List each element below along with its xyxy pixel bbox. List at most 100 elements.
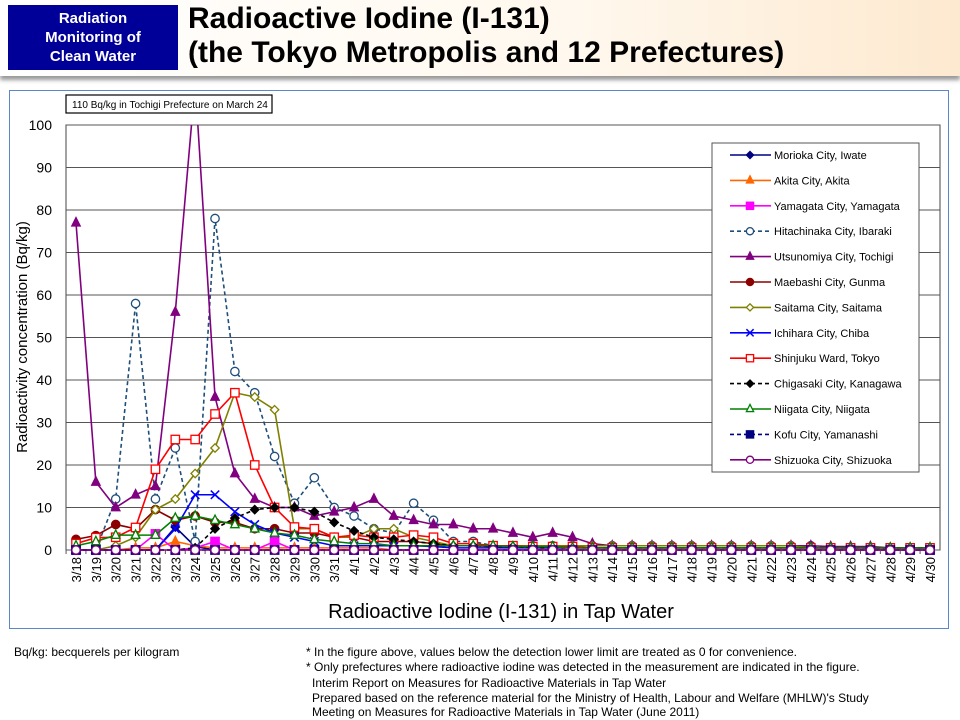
data-point [309,545,320,555]
data-point [230,507,240,517]
data-point [189,509,201,520]
data-point [110,545,121,555]
data-point [388,545,399,555]
data-point [210,536,220,547]
data-point [805,545,816,555]
legend-label: Hitachinaka City, Ibaraki [774,226,892,238]
source-line: Prepared based on the reference material… [312,691,869,705]
y-tick-label: 10 [36,500,52,516]
badge-line: Radiation [58,10,128,27]
data-point [209,523,221,534]
x-tick-label: 4/16 [645,557,660,582]
badge-line: Monitoring of [45,29,141,46]
data-point [309,506,320,517]
legend-label: Shizuoka City, Shizuoka [774,455,893,467]
legend-label: Kofu City, Yamanashi [774,429,878,441]
data-point [745,379,755,389]
data-point [745,328,755,337]
data-point [745,250,755,260]
legend-item: Shizuoka City, Shizuoka [730,455,893,467]
x-tick-label: 4/5 [426,557,441,575]
legend-label: Chigasaki City, Kanagawa [774,379,902,391]
data-point [925,545,935,555]
data-point [190,545,201,555]
legend-item: Shinjuku Ward, Tokyo [730,353,880,365]
legend-label: Saitama City, Saitama [774,302,883,314]
data-point [249,545,260,555]
y-tick-label: 50 [36,330,52,346]
data-point [527,545,538,555]
series-shizuoka-city-shizuoka [71,545,935,555]
data-point [230,545,240,555]
data-point [70,216,82,227]
x-tick-label: 4/23 [784,557,799,582]
data-point [706,545,717,555]
y-tick-label: 40 [36,372,52,388]
data-point [309,532,320,544]
x-tick-label: 4/20 [724,557,739,582]
data-point [905,545,915,555]
x-tick-label: 4/10 [526,557,541,582]
data-point [130,545,141,555]
legend-item: Niigata City, Niigata [730,402,871,416]
legend-label: Shinjuku Ward, Tokyo [774,353,880,365]
legend-item: Yamagata City, Yamagata [730,201,901,213]
x-tick-label: 4/12 [566,557,581,582]
legend-item: Saitama City, Saitama [730,302,883,314]
x-tick-label: 4/22 [764,557,779,582]
x-tick-label: 4/2 [367,557,382,575]
data-point [190,468,201,479]
data-point [745,150,755,160]
x-tick-label: 4/8 [486,557,501,575]
data-point [269,536,280,547]
data-point [328,534,340,546]
data-point [766,545,776,555]
legend-label: Utsunomiya City, Tochigi [774,252,893,264]
data-point [328,505,340,516]
footnote: * In the figure above, values below the … [306,645,797,659]
data-point [726,545,737,555]
title-line: (the Tokyo Metropolis and 12 Prefectures… [188,36,785,69]
data-point [71,545,81,555]
data-point [269,502,280,513]
data-point [130,298,141,309]
x-tick-label: 3/31 [327,557,342,582]
y-tick-label: 30 [36,415,52,431]
data-point [150,479,161,491]
legend-item: Utsunomiya City, Tochigi [730,250,893,264]
legend-item: Hitachinaka City, Ibaraki [730,226,892,238]
data-point [369,545,379,555]
x-tick-label: 4/3 [387,557,402,575]
data-point [110,500,121,512]
x-tick-label: 4/11 [546,557,561,581]
data-point [249,504,260,515]
data-point [90,534,102,546]
footnote: * Only prefectures where radioactive iod… [306,660,860,674]
data-point [269,451,280,462]
data-point [507,526,519,537]
x-axis-title: Radioactive Iodine (I-131) in Tap Water [328,601,674,623]
y-tick-label: 0 [44,542,52,558]
y-axis-title: Radioactivity concentration (Bq/kg) [14,221,31,453]
legend-item: Morioka City, Iwate [730,150,867,162]
data-point [229,466,241,478]
legend-item: Chigasaki City, Kanagawa [730,379,902,391]
legend-label: Maebashi City, Gunma [774,277,886,289]
data-point [329,545,340,555]
legend-label: Niigata City, Niigata [774,404,871,416]
data-point [130,528,141,539]
data-point [388,509,400,520]
data-point [428,545,439,555]
legend: Morioka City, Iwate Akita City, Akita Yama… [711,142,920,473]
x-tick-label: 3/29 [287,557,302,582]
data-point [209,513,221,525]
data-point [190,434,201,445]
data-point [349,545,359,555]
data-point [170,305,181,316]
x-tick-label: 4/29 [903,557,918,582]
x-tick-label: 3/23 [168,557,183,582]
data-point [348,500,360,512]
data-point [408,513,419,525]
chart-frame [9,90,949,629]
